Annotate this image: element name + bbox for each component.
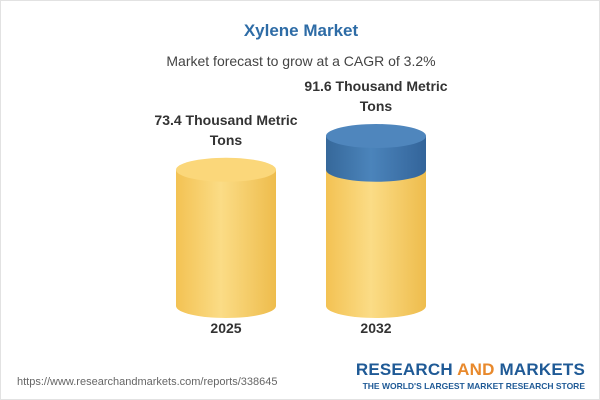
cylinder <box>326 124 426 318</box>
source-url[interactable]: https://www.researchandmarkets.com/repor… <box>17 376 278 388</box>
value-label: 91.6 Thousand Metric Tons <box>304 78 448 114</box>
chart-title: Xylene Market <box>243 21 359 40</box>
x-tick-label: 2032 <box>360 320 392 336</box>
cylinder <box>176 157 276 318</box>
value-label: 73.4 Thousand Metric Tons <box>154 111 298 148</box>
cylinder-top <box>176 157 276 182</box>
brand-tagline: THE WORLD'S LARGEST MARKET RESEARCH STOR… <box>362 381 585 391</box>
cylinder-body <box>176 169 276 306</box>
brand-word: MARKETS <box>499 360 585 379</box>
brand-word: AND <box>457 360 495 379</box>
chart-subtitle: Market forecast to grow at a CAGR of 3.2… <box>166 53 436 69</box>
brand-logo: RESEARCH AND MARKETS <box>356 360 585 380</box>
brand-word: RESEARCH <box>355 360 453 379</box>
cylinder-body <box>326 169 426 306</box>
x-tick-label: 2025 <box>210 320 242 336</box>
cylinder-top <box>326 124 426 148</box>
